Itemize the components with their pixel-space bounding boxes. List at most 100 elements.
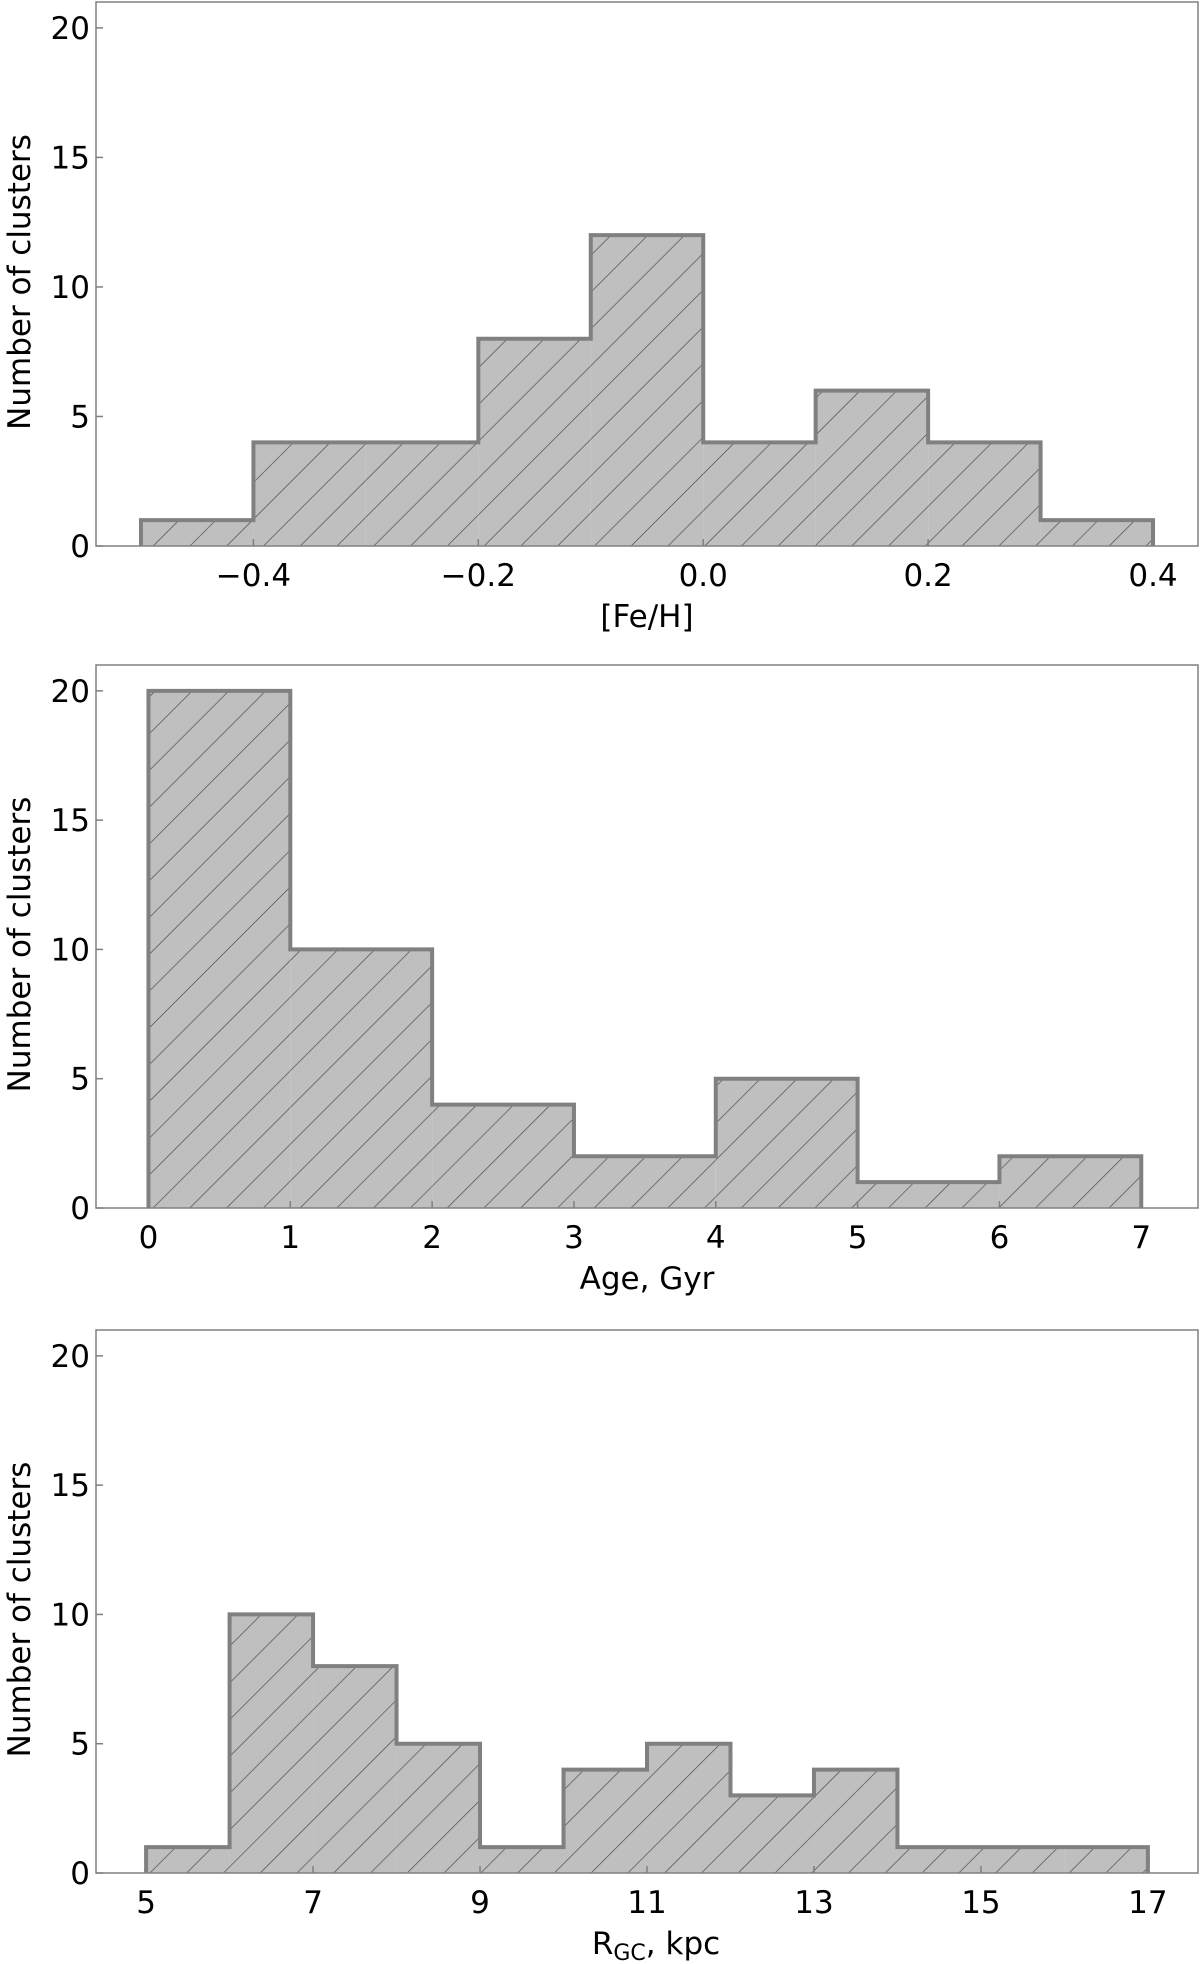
histogram-bar bbox=[703, 442, 816, 546]
y-tick-label: 20 bbox=[51, 1339, 90, 1375]
x-tick-label: 0.4 bbox=[1128, 558, 1177, 594]
x-tick-label: 15 bbox=[961, 1885, 1000, 1921]
y-tick-label: 10 bbox=[51, 270, 90, 306]
x-tick-label: 0 bbox=[139, 1220, 159, 1256]
y-tick-label: 5 bbox=[70, 1727, 90, 1763]
histogram-bar bbox=[365, 442, 479, 546]
bar-hatch bbox=[928, 442, 1041, 546]
bar-hatch bbox=[857, 1182, 1000, 1208]
bar-hatch bbox=[563, 1769, 647, 1873]
x-tick-label: 11 bbox=[627, 1885, 666, 1921]
histogram-bar bbox=[290, 949, 433, 1208]
x-tick-label: 9 bbox=[470, 1885, 490, 1921]
bar-hatch bbox=[647, 1743, 731, 1873]
histogram-bar bbox=[715, 1078, 858, 1208]
bar-hatch bbox=[432, 1104, 574, 1208]
histogram-bar bbox=[478, 338, 591, 546]
y-tick-label: 10 bbox=[51, 1597, 90, 1633]
histogram-bar bbox=[480, 1847, 564, 1873]
x-axis-label-unit: , kpc bbox=[646, 1926, 720, 1962]
histogram-outline bbox=[138, 233, 1156, 546]
x-tick-label: 5 bbox=[848, 1220, 868, 1256]
histogram-bar bbox=[253, 442, 366, 546]
histogram-bar bbox=[980, 1847, 1065, 1873]
histogram-bar bbox=[1040, 520, 1154, 546]
x-tick-label: 0.0 bbox=[679, 558, 728, 594]
bar-hatch bbox=[815, 390, 929, 546]
y-tick-label: 20 bbox=[51, 674, 90, 710]
histogram-bar bbox=[928, 442, 1041, 546]
histogram-bar bbox=[897, 1847, 981, 1873]
histogram-panel-1: −0.4 −0.2 0.0 0.2 0.4 0 5 10 15 20 [Fe/H] Number of… bbox=[2, 1, 1199, 635]
y-tick-label: 0 bbox=[70, 1856, 90, 1892]
x-axis-label-subscript: GC bbox=[613, 1941, 645, 1964]
x-tick-label: 1 bbox=[280, 1220, 300, 1256]
x-tick-label: −0.4 bbox=[216, 558, 291, 594]
y-axis-label: Number of clusters bbox=[2, 797, 38, 1093]
histogram-bar bbox=[730, 1795, 814, 1873]
x-tick-label: 17 bbox=[1128, 1885, 1167, 1921]
bar-hatch bbox=[1064, 1847, 1148, 1873]
x-tick-label: 13 bbox=[794, 1885, 833, 1921]
histogram-bar bbox=[857, 1182, 1000, 1208]
histogram-bar bbox=[313, 1666, 397, 1873]
histogram-bar bbox=[815, 390, 929, 546]
y-tick-label: 0 bbox=[70, 529, 90, 565]
histogram-bar bbox=[1064, 1847, 1148, 1873]
bar-hatch bbox=[478, 338, 591, 546]
histogram-panel-2: 0 1 2 3 4 5 6 7 0 5 10 15 20 Age, Gyr Number of cluste… bbox=[2, 664, 1199, 1297]
y-tick-label: 5 bbox=[70, 399, 90, 435]
x-tick-label: 7 bbox=[303, 1885, 323, 1921]
axes-frame bbox=[95, 664, 1199, 1209]
x-tick-label: 2 bbox=[422, 1220, 442, 1256]
histogram-bar bbox=[813, 1769, 898, 1873]
histogram-bar bbox=[148, 690, 291, 1208]
x-axis-label-main: R bbox=[592, 1926, 614, 1962]
bar-hatch bbox=[813, 1769, 898, 1873]
y-tick-label: 5 bbox=[70, 1062, 90, 1098]
histogram-bar bbox=[432, 1104, 574, 1208]
bar-hatch bbox=[703, 442, 816, 546]
x-tick-label: 4 bbox=[706, 1220, 726, 1256]
y-tick-label: 15 bbox=[51, 140, 90, 176]
histogram-bar bbox=[573, 1156, 716, 1208]
bar-hatch bbox=[730, 1795, 814, 1873]
bar-hatch bbox=[480, 1847, 564, 1873]
x-tick-label: −0.2 bbox=[441, 558, 516, 594]
bar-hatch bbox=[148, 690, 291, 1208]
bar-hatch bbox=[573, 1156, 716, 1208]
y-axis-label: Number of clusters bbox=[2, 134, 38, 430]
bar-hatch bbox=[290, 949, 433, 1208]
bar-hatch bbox=[253, 442, 366, 546]
histogram-bar bbox=[647, 1743, 731, 1873]
bar-hatch bbox=[229, 1614, 314, 1873]
histogram-bar bbox=[563, 1769, 647, 1873]
x-tick-label: 5 bbox=[136, 1885, 156, 1921]
histogram-outline bbox=[144, 1612, 1150, 1873]
bar-hatch bbox=[1040, 520, 1154, 546]
x-axis-label: Age, Gyr bbox=[580, 1261, 715, 1297]
y-tick-label: 15 bbox=[51, 1468, 90, 1504]
bar-hatch bbox=[590, 235, 704, 546]
bar-hatch bbox=[980, 1847, 1065, 1873]
histogram-bar bbox=[590, 235, 704, 546]
y-tick-label: 0 bbox=[70, 1191, 90, 1227]
x-tick-label: 7 bbox=[1131, 1220, 1151, 1256]
bar-hatch bbox=[897, 1847, 981, 1873]
x-tick-label: 3 bbox=[564, 1220, 584, 1256]
x-axis-label: [Fe/H] bbox=[600, 599, 693, 635]
x-axis-label: RGC, kpc bbox=[592, 1926, 720, 1964]
histogram-bar bbox=[229, 1614, 314, 1873]
bar-hatch bbox=[396, 1743, 481, 1873]
bar-hatch bbox=[999, 1156, 1142, 1208]
histogram-outline bbox=[146, 688, 1144, 1208]
y-tick-label: 10 bbox=[51, 932, 90, 968]
bar-hatch bbox=[146, 1847, 230, 1873]
x-tick-label: 6 bbox=[990, 1220, 1010, 1256]
histogram-bar bbox=[140, 520, 254, 546]
x-tick-label: 0.2 bbox=[903, 558, 952, 594]
bar-hatch bbox=[140, 520, 254, 546]
histogram-bar bbox=[396, 1743, 481, 1873]
